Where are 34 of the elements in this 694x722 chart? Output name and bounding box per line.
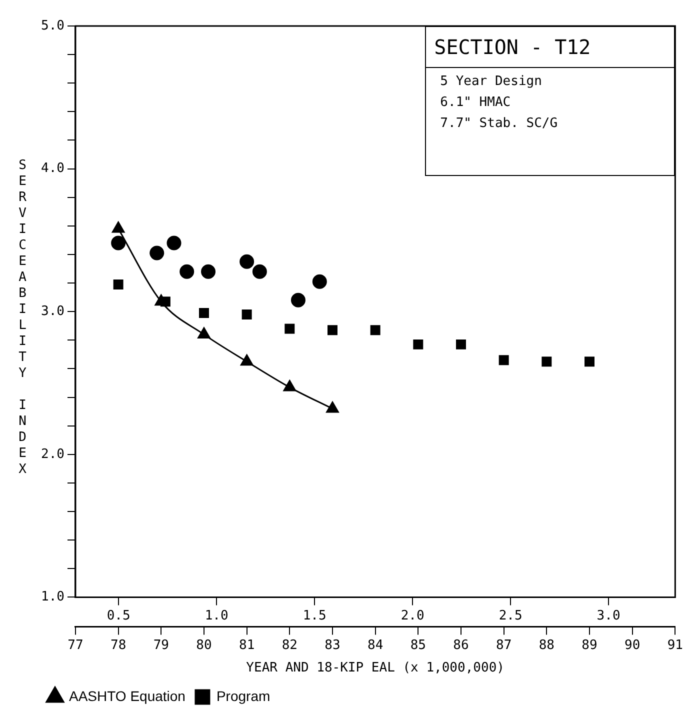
- y-axis-title: SERVICEABILITY INDEX: [14, 158, 30, 478]
- legend-label: AASHTO Equation: [69, 688, 186, 704]
- x-tick-label: 80: [196, 638, 212, 653]
- y-tick-label: 3.0: [40, 304, 64, 319]
- x-axis-title: YEAR AND 18-KIP EAL (x 1,000,000): [246, 660, 504, 676]
- x-tick-label: 87: [496, 638, 512, 653]
- x-tick-label: 82: [282, 638, 298, 653]
- x-tick-label: 83: [324, 638, 340, 653]
- y-tick-label: 4.0: [40, 161, 64, 176]
- annotation: 7.7" Stab. SC/G: [439, 115, 559, 131]
- x2-tick-label: 2.0: [400, 608, 424, 624]
- y-tick-label: 2.0: [40, 446, 64, 462]
- x2-tick-label: 1.5: [302, 608, 326, 624]
- x-tick-label: 90: [624, 638, 640, 653]
- y-tick-label: 1.0: [40, 590, 64, 605]
- annotation: 5 Year Design: [439, 73, 543, 89]
- x-tick-label: 86: [453, 638, 469, 653]
- x-tick-label: 85: [410, 638, 426, 653]
- annotation: 6.1" HMAC: [439, 94, 512, 110]
- x-tick-label: 77: [68, 638, 84, 653]
- annotation: SECTION - T12: [426, 27, 674, 68]
- x-tick-label: 88: [538, 638, 554, 653]
- x-tick-label: 84: [368, 638, 384, 653]
- x2-tick-label: 0.5: [106, 608, 130, 624]
- legend-label: Program: [216, 688, 270, 704]
- y-tick-label: 5.0: [40, 18, 64, 34]
- x-tick-label: 89: [582, 638, 598, 653]
- x2-tick-label: 3.0: [596, 608, 620, 624]
- x-tick-label: 78: [110, 638, 126, 653]
- x-tick-label: 81: [238, 638, 255, 653]
- x-tick-label: 79: [153, 638, 169, 653]
- x2-tick-label: 1.0: [204, 608, 228, 624]
- x-tick-label: 91: [667, 638, 683, 653]
- x2-tick-label: 2.5: [498, 608, 522, 624]
